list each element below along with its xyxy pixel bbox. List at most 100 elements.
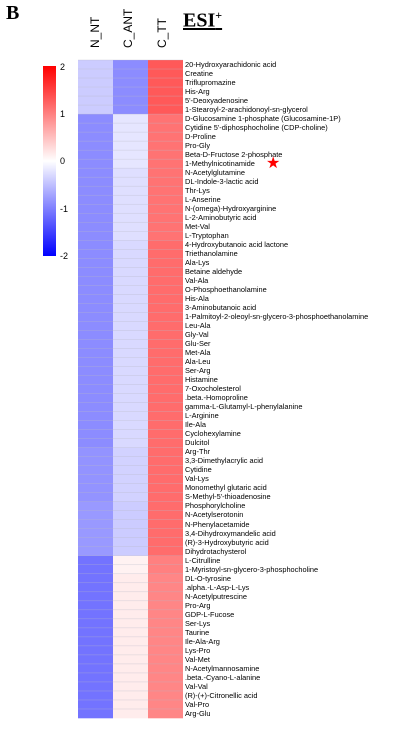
heatmap-cell [113, 177, 148, 187]
heatmap-cell [78, 483, 113, 493]
heatmap-cell [148, 132, 183, 142]
heatmap-cell [113, 465, 148, 475]
heatmap-cell [113, 267, 148, 277]
panel-label: B [6, 2, 20, 24]
color-scale-bar [43, 66, 56, 256]
heatmap-cell [148, 555, 183, 566]
row-label: L-2-Aminobutyric acid [185, 213, 257, 223]
row-label: 4-Hydroxybutanoic acid lactone [185, 240, 289, 250]
heatmap-cell [78, 519, 113, 530]
row-label: His-Ala [185, 294, 209, 304]
heatmap-cell [113, 222, 148, 232]
heatmap-cell [148, 249, 183, 259]
heatmap-cell [148, 159, 183, 169]
esi-title: ESI+ [183, 8, 222, 33]
heatmap-cell [148, 456, 183, 466]
heatmap-cell [113, 60, 148, 70]
row-label: Val-Pro [185, 699, 210, 709]
heatmap-cell [148, 447, 183, 457]
heatmap-cell [78, 600, 113, 611]
heatmap-cell [78, 186, 113, 196]
heatmap-cell [113, 330, 148, 340]
color-scale-tick: 2 [60, 62, 66, 72]
row-label: Pro-Gly [185, 140, 211, 150]
heatmap-cell [148, 186, 183, 196]
heatmap-cell [148, 123, 183, 133]
heatmap-cell [148, 267, 183, 277]
row-label: Creatine [185, 68, 213, 78]
heatmap-cell [78, 573, 113, 584]
heatmap-cell [113, 474, 148, 484]
heatmap-cell [148, 438, 183, 448]
heatmap-cell [148, 573, 183, 584]
color-scale-tick: -2 [60, 251, 69, 261]
heatmap-cell [148, 681, 183, 692]
heatmap-cell [148, 411, 183, 421]
heatmap-cell [148, 393, 183, 403]
row-label: Ser-Lys [185, 618, 211, 628]
heatmap-cell [148, 582, 183, 593]
heatmap-cell [148, 330, 183, 340]
heatmap-cell [78, 60, 113, 70]
heatmap-cell [78, 105, 113, 115]
heatmap-cell [113, 294, 148, 304]
row-label: 1-Palmitoyl-2-oleoyl-sn-glycero-3-phosph… [185, 312, 369, 322]
row-label: Val-Ala [185, 276, 209, 286]
heatmap-cell [113, 258, 148, 268]
heatmap-cell [148, 402, 183, 412]
heatmap-cell [148, 87, 183, 97]
esi-title-text: ESI [183, 9, 216, 32]
heatmap-cell [78, 222, 113, 232]
row-label: Histamine [185, 375, 218, 385]
heatmap-cell [78, 411, 113, 421]
heatmap-cell [78, 87, 113, 97]
heatmap-cell [148, 591, 183, 602]
heatmap-cell [78, 402, 113, 412]
heatmap-cell [78, 591, 113, 602]
heatmap-cell [78, 96, 113, 106]
row-label: Ala-Leu [185, 357, 211, 367]
heatmap-cell [113, 276, 148, 286]
heatmap-cell [78, 150, 113, 160]
heatmap-cell [113, 285, 148, 295]
color-scale-tick: 0 [60, 156, 66, 166]
heatmap-cell [78, 618, 113, 629]
heatmap-cell [113, 393, 148, 403]
row-label: N-Phenylacetamide [185, 519, 250, 529]
heatmap-cell [113, 690, 148, 701]
heatmap-cell [148, 474, 183, 484]
row-label: 3,4-Dihydroxymandelic acid [185, 528, 276, 538]
row-label: Glu-Ser [185, 339, 211, 349]
heatmap-cell [113, 582, 148, 593]
row-label: Ile-Ala [185, 420, 206, 430]
heatmap-cell [78, 195, 113, 205]
heatmap-cell [78, 627, 113, 638]
heatmap-cell [113, 348, 148, 358]
heatmap-cell [148, 501, 183, 511]
row-label: O-Phosphoethanolamine [185, 285, 267, 295]
heatmap-cell [148, 429, 183, 439]
heatmap-cell [148, 321, 183, 331]
heatmap-cell [78, 240, 113, 250]
heatmap-cell [78, 213, 113, 223]
heatmap-cell [113, 510, 148, 520]
heatmap-cell [78, 492, 113, 502]
heatmap-cell [148, 375, 183, 385]
row-label: Leu-Ala [185, 321, 211, 331]
heatmap-cell [148, 708, 183, 719]
row-label: Met-Val [185, 222, 210, 232]
heatmap-cell [78, 501, 113, 511]
color-scale-tick: 1 [60, 109, 66, 119]
heatmap-cell [78, 285, 113, 295]
heatmap-cell [148, 357, 183, 367]
heatmap-cell [113, 519, 148, 530]
heatmap-cell [78, 303, 113, 313]
heatmap-cell [78, 546, 113, 557]
heatmap-cell [113, 141, 148, 151]
row-label: (R)-3-Hydroxybutyric acid [185, 537, 269, 547]
heatmap-cell [113, 159, 148, 169]
heatmap-cell [148, 528, 183, 539]
heatmap-cell [148, 78, 183, 88]
heatmap-cell [113, 501, 148, 511]
row-label: 5'-Deoxyadenosine [185, 95, 249, 105]
